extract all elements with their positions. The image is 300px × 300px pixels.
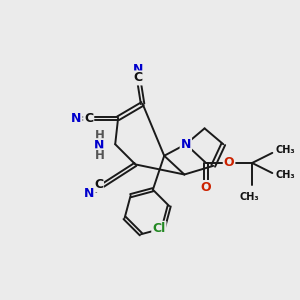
Text: N: N (94, 139, 104, 152)
Text: N: N (84, 187, 94, 200)
Text: C: C (134, 71, 143, 84)
Text: N: N (71, 112, 82, 125)
Text: CH₃: CH₃ (275, 169, 295, 179)
Text: N: N (133, 63, 143, 76)
Text: O: O (201, 181, 211, 194)
Text: CH₃: CH₃ (239, 192, 259, 202)
Text: H: H (94, 129, 104, 142)
Text: O: O (224, 157, 234, 169)
Text: CH₃: CH₃ (275, 145, 295, 155)
Text: H: H (94, 149, 104, 162)
Text: Cl: Cl (152, 222, 166, 235)
Text: C: C (94, 178, 103, 191)
Text: N: N (181, 138, 191, 151)
Text: C: C (84, 112, 93, 125)
